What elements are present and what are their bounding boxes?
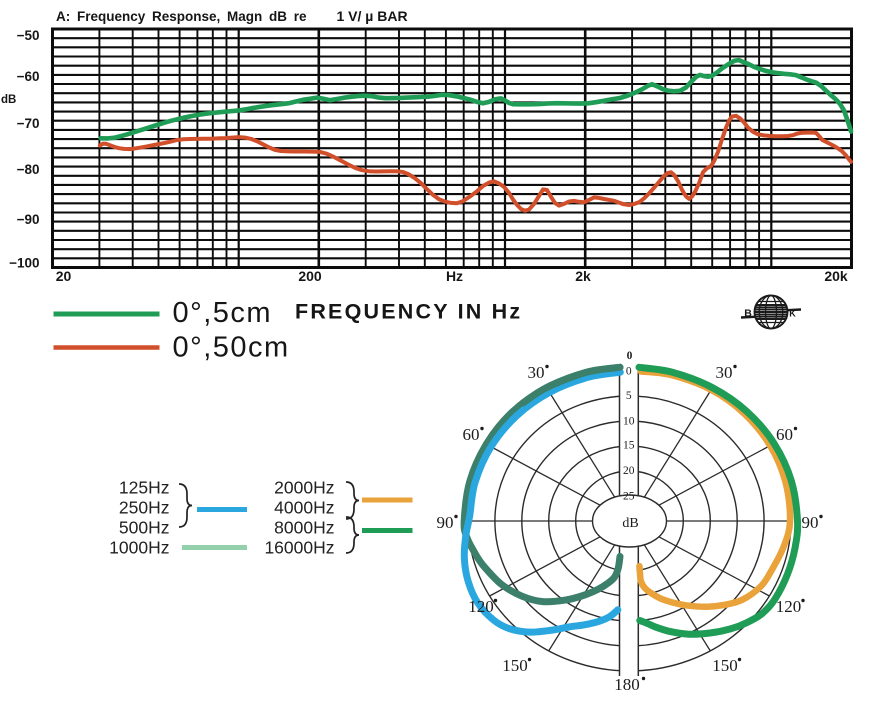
svg-text:−80: −80 (17, 162, 40, 177)
svg-text:20: 20 (623, 465, 635, 477)
svg-text:A: Frequency Response, Magn dB: A: Frequency Response, Magn dB re (56, 9, 307, 24)
svg-text:1 V/ µ BAR: 1 V/ µ BAR (337, 8, 408, 24)
svg-text:2000Hz: 2000Hz (274, 478, 334, 498)
svg-text:200: 200 (298, 268, 322, 284)
svg-text:0: 0 (627, 350, 633, 362)
svg-text:B: B (744, 308, 752, 320)
svg-text:90: 90 (437, 513, 454, 532)
svg-text:20k: 20k (824, 268, 848, 284)
svg-text:8000Hz: 8000Hz (274, 518, 334, 538)
svg-text:25: 25 (623, 491, 635, 503)
svg-text:120: 120 (468, 597, 494, 616)
svg-text:0°,50cm: 0°,50cm (173, 332, 290, 364)
svg-text:20: 20 (56, 268, 72, 284)
svg-text:60: 60 (776, 425, 793, 444)
svg-text:500Hz: 500Hz (119, 518, 170, 538)
svg-text:−100: −100 (9, 255, 39, 270)
svg-text:250Hz: 250Hz (119, 498, 170, 518)
svg-text:150: 150 (712, 656, 738, 675)
svg-text:4000Hz: 4000Hz (274, 498, 334, 518)
svg-text:15: 15 (623, 440, 635, 452)
svg-text:16000Hz: 16000Hz (264, 538, 334, 558)
svg-text:−90: −90 (17, 212, 40, 227)
svg-text:10: 10 (623, 416, 635, 428)
svg-text:125Hz: 125Hz (119, 478, 170, 498)
svg-text:2k: 2k (575, 268, 591, 284)
svg-text:60: 60 (463, 425, 480, 444)
svg-text:FREQUENCY IN Hz: FREQUENCY IN Hz (295, 300, 522, 324)
svg-text:180: 180 (614, 675, 640, 694)
svg-text:Hz: Hz (446, 268, 463, 284)
svg-text:−70: −70 (17, 116, 40, 131)
svg-text:−50: −50 (17, 28, 40, 43)
svg-text:0: 0 (626, 366, 632, 378)
svg-text:30: 30 (716, 363, 733, 382)
svg-text:K: K (789, 309, 796, 319)
svg-text:−60: −60 (17, 69, 40, 84)
svg-text:5: 5 (626, 390, 632, 402)
svg-text:dB: dB (622, 516, 638, 531)
svg-text:90: 90 (802, 513, 819, 532)
svg-text:dB: dB (1, 94, 16, 106)
svg-text:30: 30 (528, 363, 545, 382)
svg-text:120: 120 (776, 597, 802, 616)
svg-text:0°,5cm: 0°,5cm (173, 297, 273, 329)
svg-text:1000Hz: 1000Hz (109, 538, 169, 558)
svg-text:150: 150 (502, 656, 528, 675)
